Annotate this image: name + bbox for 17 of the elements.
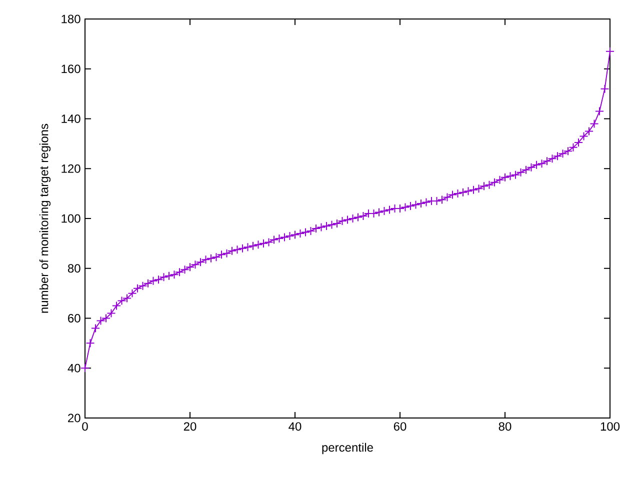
y-tick-label: 40: [68, 364, 80, 372]
y-tick-label: 100: [62, 214, 80, 223]
x-axis-title: percentile: [322, 442, 373, 454]
x-tick-label: 0: [82, 422, 88, 431]
y-tick-label: 60: [68, 314, 80, 322]
x-tick-label: 60: [394, 422, 406, 431]
x-tick-label: 80: [498, 422, 512, 431]
y-tick-label: 20: [68, 414, 80, 422]
y-tick-label: 120: [62, 164, 80, 173]
y-tick-label: 160: [62, 64, 80, 74]
x-tick-label: 40: [288, 422, 302, 431]
y-tick-label: 180: [62, 14, 80, 24]
y-axis-title: number of monitoring target regions: [39, 124, 51, 313]
y-tick-label: 80: [68, 264, 80, 273]
y-tick-label: 140: [62, 114, 80, 123]
x-tick-label: 100: [600, 422, 620, 431]
x-tick-label: 20: [184, 422, 196, 431]
